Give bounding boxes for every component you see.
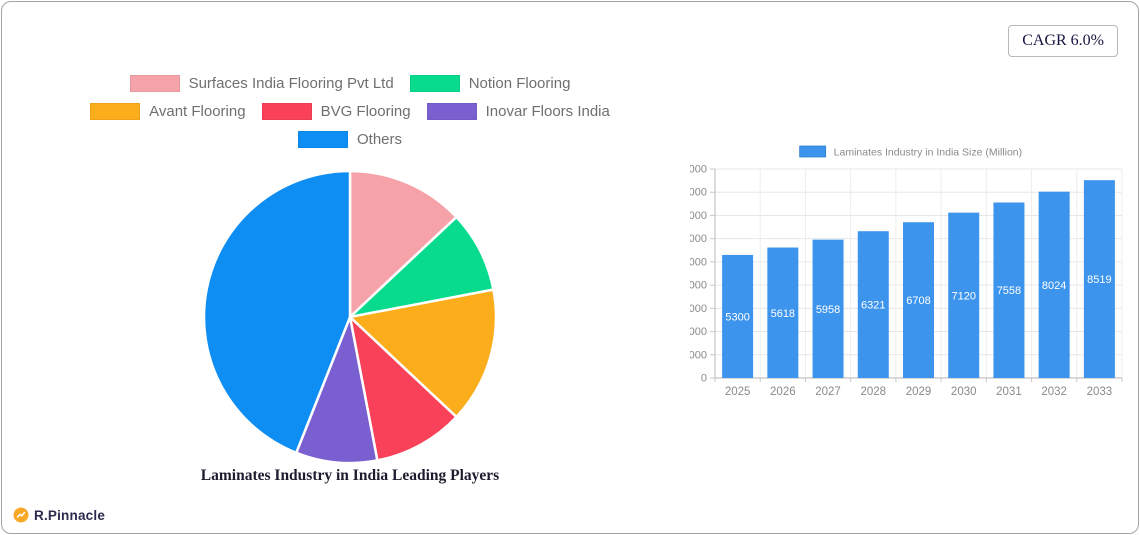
legend-label: Notion Flooring [468,75,571,92]
bar-value-label: 8024 [1042,280,1066,292]
bar-value-label: 7558 [997,285,1021,297]
pie-slice-notion-flooring [348,215,495,319]
legend-label: Inovar Floors India [485,103,610,120]
legend-row: Avant Flooring BVG Flooring Inovar Floors … [0,103,700,120]
bar-2030 [948,212,980,378]
bar-2029 [903,222,934,378]
bar-2032 [1038,191,1070,378]
legend-swatch [129,75,180,92]
bar-chart-svg: Laminates Industry in India Size (Millio… [683,145,1123,398]
y-axis-tick-label: 3000 [690,303,707,315]
legend-swatch [426,103,477,120]
pie-chart-svg [202,169,498,465]
legend-item-bvg-flooring: BVG Flooring [261,103,411,120]
bar-2025 [722,254,754,378]
bar-value-label: 8519 [1087,274,1111,286]
y-axis-tick-label: 9000 [690,164,707,176]
x-axis-label: 2033 [1087,386,1113,398]
x-axis-label: 2025 [725,386,751,398]
y-axis-tick-label: 1000 [690,349,707,361]
bar-value-label: 5300 [725,311,749,323]
brand-logo: R.Pinnacle [13,507,105,523]
y-axis-tick-label: 4000 [690,280,707,292]
pie-slice-inovar-floors-india [295,315,379,465]
x-axis-label: 2031 [996,386,1022,398]
y-axis-tick-label: 0 [701,373,707,385]
bar-2027 [812,239,844,378]
bar-value-label: 5958 [816,304,840,316]
bar-value-label: 6708 [906,295,930,307]
bar-legend-swatch [799,145,827,158]
pie-chart [202,165,498,465]
legend-swatch [261,103,312,120]
legend-swatch [297,131,348,148]
legend-item-surfaces-india-flooring-pvt-ltd: Surfaces India Flooring Pvt Ltd [129,75,394,92]
bar-2031 [993,202,1025,378]
bar-value-label: 6321 [861,300,885,312]
legend-label: Surfaces India Flooring Pvt Ltd [188,75,394,92]
legend-row: Surfaces India Flooring Pvt Ltd Notion Fl… [0,75,700,92]
bar-legend-label: Laminates Industry in India Size (Millio… [834,147,1023,159]
bar-chart: Laminates Industry in India Size (Millio… [683,140,1135,405]
x-axis-label: 2026 [770,386,796,398]
x-axis-label: 2032 [1041,386,1067,398]
pie-slice-surfaces-india-flooring-pvt-ltd [348,169,458,319]
legend-label: BVG Flooring [320,103,411,120]
bar-2028 [857,231,889,378]
cagr-badge: CAGR 6.0% [1008,25,1118,57]
x-axis-label: 2030 [951,386,977,398]
bar-value-label: 7120 [951,290,975,302]
pie-slice-bvg-flooring [348,315,458,462]
legend-row: Others [0,131,700,148]
legend-swatch [409,75,460,92]
brand-name: R.Pinnacle [34,507,106,523]
y-axis-tick-label: 8000 [690,187,707,199]
legend-item-avant-flooring: Avant Flooring [90,103,246,120]
legend-label: Others [356,131,402,148]
pie-slice-others [202,169,352,454]
bar-2026 [767,247,799,378]
legend-item-others: Others [297,131,402,148]
x-axis-label: 2028 [860,386,886,398]
y-axis-tick-label: 6000 [690,233,707,245]
legend-item-notion-flooring: Notion Flooring [409,75,571,92]
legend-item-inovar-floors-india: Inovar Floors India [426,103,610,120]
legend-swatch [90,103,141,120]
pie-legend: Surfaces India Flooring Pvt Ltd Notion Fl… [0,75,700,148]
y-axis-tick-label: 2000 [690,326,707,338]
y-axis-tick-label: 5000 [690,256,707,268]
pie-slice-avant-flooring [348,288,498,419]
legend-label: Avant Flooring [149,103,246,120]
x-axis-label: 2027 [815,386,841,398]
pie-title: Laminates Industry in India Leading Play… [200,467,500,484]
bar-2033 [1083,180,1115,378]
y-axis-tick-label: 7000 [690,210,707,222]
bar-value-label: 5618 [771,308,795,320]
x-axis-label: 2029 [906,386,932,398]
growth-arrow-icon [13,507,29,523]
